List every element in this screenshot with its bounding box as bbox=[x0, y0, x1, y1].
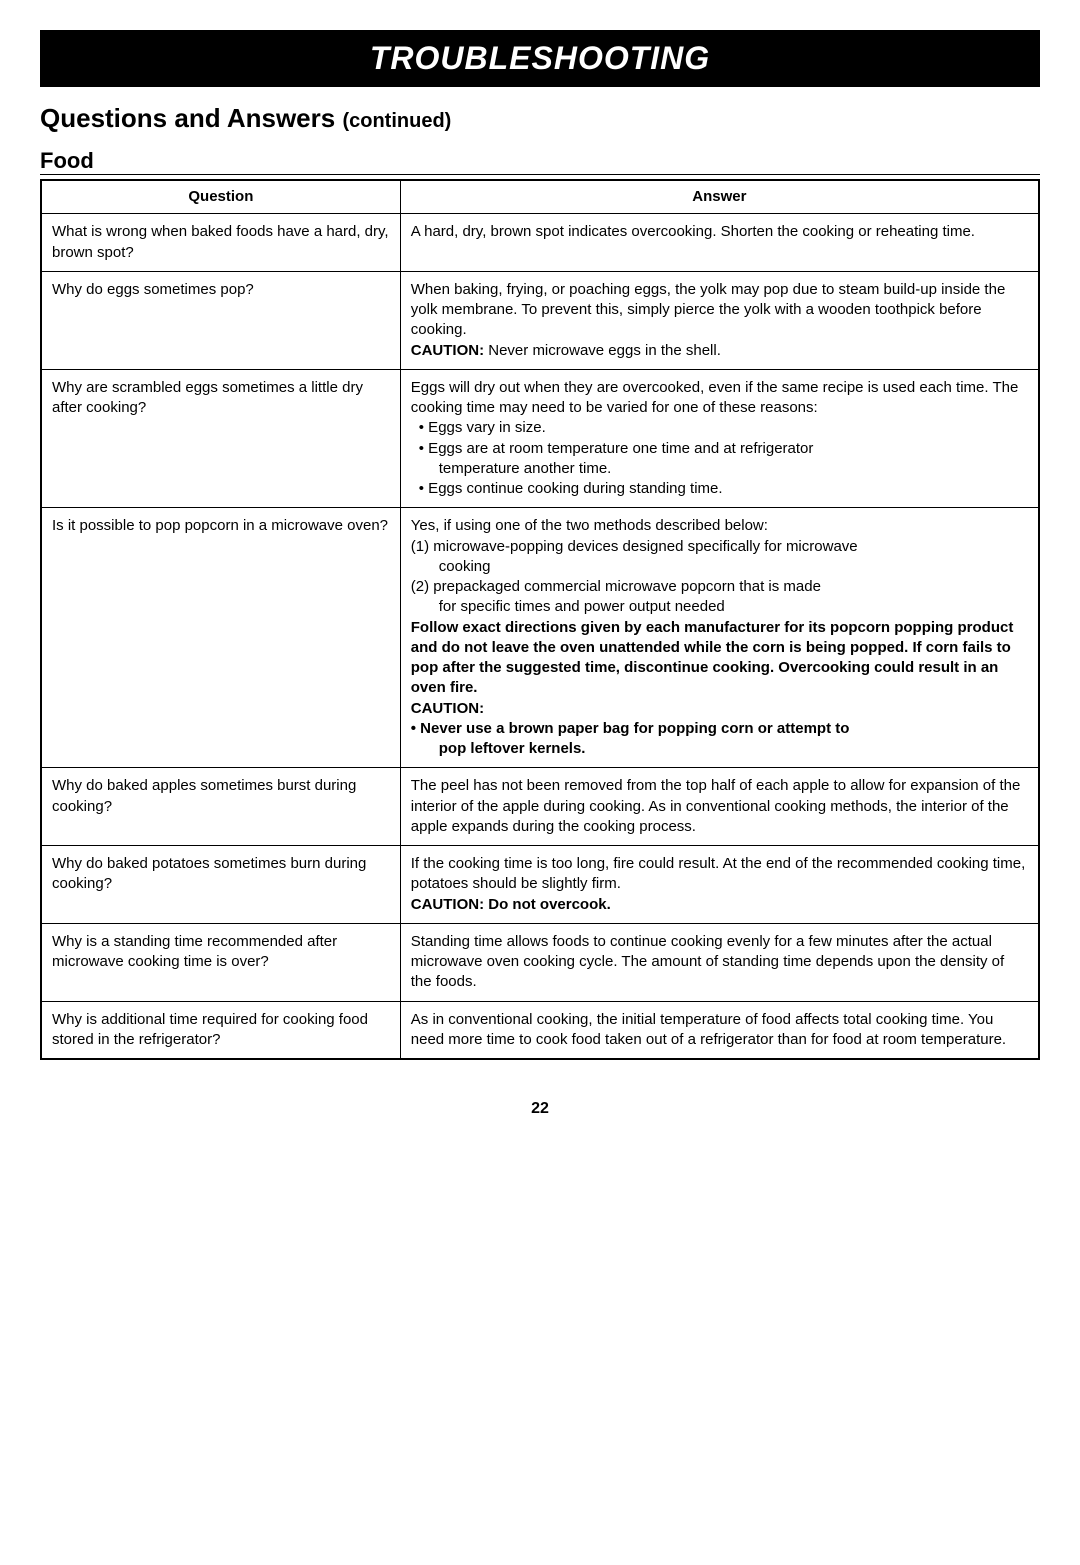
caution-text: Never microwave eggs in the shell. bbox=[484, 342, 721, 359]
answer-cell: A hard, dry, brown spot indicates overco… bbox=[400, 214, 1039, 272]
numbered-continuation: for specific times and power output need… bbox=[411, 597, 1028, 617]
answer-text: Yes, if using one of the two methods des… bbox=[411, 516, 1028, 536]
section-banner: TROUBLESHOOTING bbox=[40, 30, 1040, 87]
question-cell: What is wrong when baked foods have a ha… bbox=[41, 214, 400, 272]
question-cell: Is it possible to pop popcorn in a micro… bbox=[41, 508, 400, 768]
numbered-item: (1) microwave-popping devices designed s… bbox=[411, 537, 1028, 557]
question-cell: Why do eggs sometimes pop? bbox=[41, 271, 400, 369]
caution-bullet-cont: pop leftover kernels. bbox=[411, 739, 1028, 759]
numbered-item: (2) prepackaged commercial microwave pop… bbox=[411, 577, 1028, 597]
bullet-item: • Eggs are at room temperature one time … bbox=[411, 439, 1028, 459]
table-row: Why do eggs sometimes pop? When baking, … bbox=[41, 271, 1039, 369]
bullet-item: • Eggs continue cooking during standing … bbox=[411, 479, 1028, 499]
question-cell: Why do baked potatoes sometimes burn dur… bbox=[41, 846, 400, 924]
table-header-row: Question Answer bbox=[41, 180, 1039, 214]
title-continued: (continued) bbox=[342, 110, 451, 132]
bullet-item: • Eggs vary in size. bbox=[411, 418, 1028, 438]
table-row: What is wrong when baked foods have a ha… bbox=[41, 214, 1039, 272]
answer-cell: Yes, if using one of the two methods des… bbox=[400, 508, 1039, 768]
answer-bold: Follow exact directions given by each ma… bbox=[411, 618, 1028, 699]
bullet-continuation: temperature another time. bbox=[411, 459, 1028, 479]
answer-cell: Eggs will dry out when they are overcook… bbox=[400, 369, 1039, 508]
answer-cell: The peel has not been removed from the t… bbox=[400, 768, 1039, 846]
page-title: Questions and Answers (continued) bbox=[40, 103, 1040, 134]
table-row: Why is a standing time recommended after… bbox=[41, 923, 1039, 1001]
answer-text: When baking, frying, or poaching eggs, t… bbox=[411, 280, 1028, 341]
answer-text: If the cooking time is too long, fire co… bbox=[411, 854, 1028, 895]
caution-bullet: • Never use a brown paper bag for poppin… bbox=[411, 719, 1028, 739]
table-row: Why do baked potatoes sometimes burn dur… bbox=[41, 846, 1039, 924]
caution-label: CAUTION: bbox=[411, 699, 1028, 719]
subsection-title: Food bbox=[40, 148, 1040, 175]
answer-text: Eggs will dry out when they are overcook… bbox=[411, 378, 1028, 419]
page-number: 22 bbox=[40, 1100, 1040, 1118]
banner-title: TROUBLESHOOTING bbox=[40, 40, 1040, 77]
answer-cell: When baking, frying, or poaching eggs, t… bbox=[400, 271, 1039, 369]
col-question: Question bbox=[41, 180, 400, 214]
qa-table: Question Answer What is wrong when baked… bbox=[40, 179, 1040, 1060]
numbered-continuation: cooking bbox=[411, 557, 1028, 577]
answer-cell: If the cooking time is too long, fire co… bbox=[400, 846, 1039, 924]
table-row: Why do baked apples sometimes burst duri… bbox=[41, 768, 1039, 846]
col-answer: Answer bbox=[400, 180, 1039, 214]
question-cell: Why is additional time required for cook… bbox=[41, 1001, 400, 1059]
caution-label: CAUTION: bbox=[411, 342, 484, 359]
table-row: Why are scrambled eggs sometimes a littl… bbox=[41, 369, 1039, 508]
answer-caution: CAUTION: Never microwave eggs in the she… bbox=[411, 341, 1028, 361]
question-cell: Why do baked apples sometimes burst duri… bbox=[41, 768, 400, 846]
answer-cell: As in conventional cooking, the initial … bbox=[400, 1001, 1039, 1059]
question-cell: Why are scrambled eggs sometimes a littl… bbox=[41, 369, 400, 508]
answer-cell: Standing time allows foods to continue c… bbox=[400, 923, 1039, 1001]
caution-label: CAUTION: Do not overcook. bbox=[411, 895, 1028, 915]
question-cell: Why is a standing time recommended after… bbox=[41, 923, 400, 1001]
title-main: Questions and Answers bbox=[40, 103, 335, 133]
table-row: Is it possible to pop popcorn in a micro… bbox=[41, 508, 1039, 768]
table-row: Why is additional time required for cook… bbox=[41, 1001, 1039, 1059]
